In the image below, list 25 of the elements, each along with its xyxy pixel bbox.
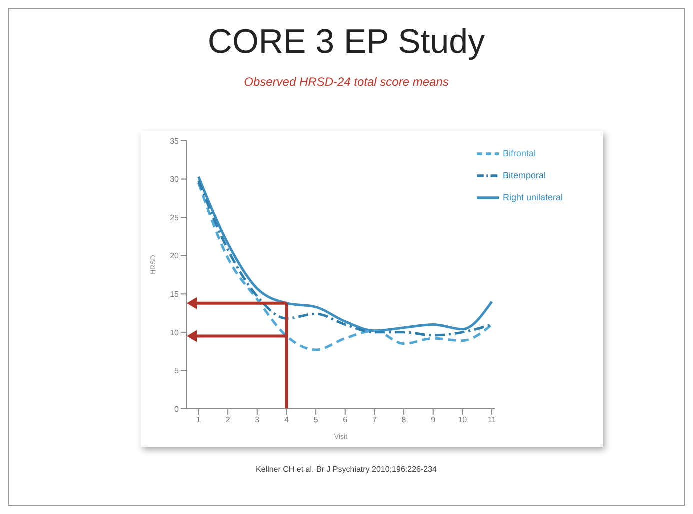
- x-tick-label: 5: [314, 416, 319, 425]
- text: Kellner CH et al. Br J Psychiatry 2010;196:226-234: [255, 465, 438, 474]
- x-tick-label: 4: [284, 416, 290, 425]
- chart-title: CORE 3 EP Study: [206, 23, 486, 62]
- y-tick-label: 25: [170, 213, 180, 222]
- y-tick-label: 0: [174, 404, 180, 414]
- x-tick-label: 7: [372, 416, 378, 425]
- x-tick-label: 3: [255, 416, 260, 425]
- y-tick-label: 35: [170, 136, 180, 146]
- x-tick-label: 8: [402, 416, 407, 425]
- x-tick-label: 2: [226, 416, 231, 425]
- x-tick-label: 11: [488, 416, 497, 425]
- legend-label: Bifrontal: [502, 148, 536, 158]
- legend-label: Bitemporal: [502, 170, 546, 180]
- y-tick-label: 30: [170, 175, 180, 184]
- chart-subtitle: Observed HRSD-24 total score means: [243, 75, 450, 89]
- y-tick-label: 10: [170, 328, 180, 338]
- y-tick-label: 5: [174, 366, 180, 376]
- x-tick-label: 10: [458, 416, 468, 425]
- x-tick-label: 1: [196, 416, 202, 425]
- legend-label: Right unilateral: [502, 192, 563, 202]
- x-tick-label: 9: [431, 416, 436, 425]
- x-tick-label: 6: [343, 416, 348, 425]
- y-tick-label: 20: [170, 252, 180, 261]
- y-tick-label: 15: [170, 290, 180, 299]
